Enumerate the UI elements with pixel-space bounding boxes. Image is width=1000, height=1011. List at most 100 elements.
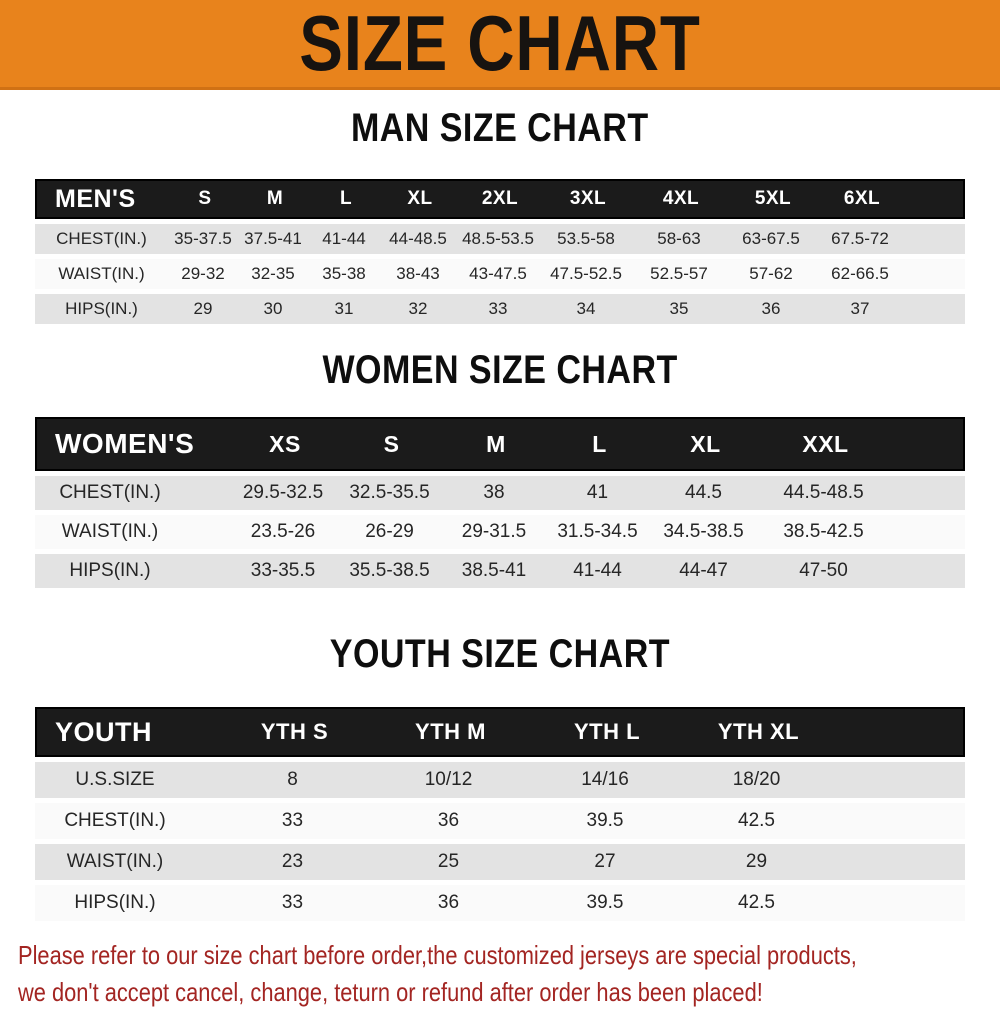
- womens-header-col: XS: [269, 430, 301, 457]
- cell: 29.5-32.5: [242, 482, 324, 503]
- youth-table-row: WAIST(IN.) 23 25 27 29: [35, 844, 965, 880]
- cell: 36: [437, 892, 460, 913]
- youth-size-table: YOUTH YTH S YTH M YTH L YTH XL U.S.SIZE 8 10/12…: [35, 707, 965, 921]
- womens-size-table: WOMEN'S XS S M L XL XXL CHEST(IN.) 29.5-32.5 32.5…: [35, 417, 965, 588]
- mens-header-col: XL: [407, 188, 433, 209]
- mens-header-col: M: [266, 188, 284, 209]
- cell: 38.5-42.5: [783, 521, 864, 542]
- cell: 31.5-34.5: [557, 521, 638, 542]
- cell: 36: [761, 299, 781, 318]
- mens-section-title-text: MAN SIZE CHART: [351, 105, 649, 150]
- youth-header-col: YTH L: [573, 719, 641, 744]
- cell: 42.5: [738, 892, 775, 913]
- cell: 8: [287, 769, 298, 790]
- cell: 36: [437, 810, 460, 831]
- womens-size-chart-section: WOMEN SIZE CHART WOMEN'S XS S M L XL XXL CHEST(I…: [0, 347, 1000, 588]
- cell: 27: [594, 851, 616, 872]
- cell: 57-62: [749, 264, 793, 283]
- youth-table-row: CHEST(IN.) 33 36 39.5 42.5: [35, 803, 965, 839]
- youth-section-title: YOUTH SIZE CHART: [0, 632, 1000, 679]
- row-label: HIPS(IN.): [65, 299, 138, 318]
- cell: 53.5-58: [557, 229, 615, 248]
- cell: 26-29: [365, 521, 414, 542]
- mens-header-col: 3XL: [569, 188, 607, 209]
- cell: 14/16: [581, 769, 629, 790]
- cell: 62-66.5: [831, 264, 889, 283]
- cell: 34: [576, 299, 596, 318]
- cell: 44.5-48.5: [783, 482, 864, 503]
- cell: 33: [488, 299, 508, 318]
- womens-section-title: WOMEN SIZE CHART: [0, 347, 1000, 395]
- cell: 23: [281, 851, 304, 872]
- cell: 18/20: [732, 769, 781, 790]
- mens-table-row: HIPS(IN.) 29 30 31 32 33 34 35 36 37: [35, 294, 965, 324]
- mens-table-row: WAIST(IN.) 29-32 32-35 35-38 38-43 43-47.5 47.…: [35, 259, 965, 289]
- cell: 35: [669, 299, 689, 318]
- row-label: CHEST(IN.): [56, 229, 147, 248]
- cell: 38: [483, 482, 505, 503]
- womens-header-label: WOMEN'S: [55, 428, 195, 459]
- cell: 67.5-72: [831, 229, 889, 248]
- womens-table-row: CHEST(IN.) 29.5-32.5 32.5-35.5 38 41 44.5 44.5…: [35, 476, 965, 510]
- size-charts-area: MAN SIZE CHART MEN'S S M L XL 2XL 3XL 4XL 5XL 6XL C…: [0, 105, 1000, 921]
- cell: 35-38: [322, 264, 366, 283]
- footer-note-line1: Please refer to our size chart before or…: [18, 940, 857, 970]
- cell: 29-32: [181, 264, 225, 283]
- cell: 47.5-52.5: [550, 264, 622, 283]
- cell: 34.5-38.5: [663, 521, 744, 542]
- cell: 35-37.5: [174, 229, 232, 248]
- cell: 31: [334, 299, 354, 318]
- womens-header-col: M: [486, 430, 506, 457]
- row-label: U.S.SIZE: [75, 769, 155, 790]
- cell: 38-43: [396, 264, 440, 283]
- mens-header-col: L: [339, 188, 353, 209]
- womens-table-row: WAIST(IN.) 23.5-26 26-29 29-31.5 31.5-34.5 34…: [35, 515, 965, 549]
- cell: 52.5-57: [650, 264, 708, 283]
- womens-section-title-text: WOMEN SIZE CHART: [322, 347, 678, 392]
- row-label: HIPS(IN.): [69, 560, 151, 581]
- mens-table-row: CHEST(IN.) 35-37.5 37.5-41 41-44 44-48.5 48.5…: [35, 224, 965, 254]
- cell: 32.5-35.5: [349, 482, 430, 503]
- mens-section-title: MAN SIZE CHART: [0, 105, 1000, 153]
- cell: 25: [437, 851, 460, 872]
- cell: 41-44: [573, 560, 622, 581]
- cell: 43-47.5: [469, 264, 527, 283]
- cell: 44-47: [679, 560, 728, 581]
- cell: 44-48.5: [389, 229, 447, 248]
- cell: 63-67.5: [742, 229, 800, 248]
- cell: 42.5: [738, 810, 775, 831]
- mens-header-col: 2XL: [481, 188, 519, 209]
- cell: 29: [193, 299, 213, 318]
- youth-header-col: YTH M: [415, 719, 486, 744]
- mens-header-col: 6XL: [843, 188, 881, 209]
- cell: 33: [281, 810, 304, 831]
- footer-note-line2: we don't accept cancel, change, teturn o…: [18, 977, 763, 1007]
- cell: 58-63: [657, 229, 701, 248]
- cell: 39.5: [586, 892, 624, 913]
- mens-size-chart-section: MAN SIZE CHART MEN'S S M L XL 2XL 3XL 4XL 5XL 6XL C…: [0, 105, 1000, 324]
- cell: 41-44: [322, 229, 366, 248]
- cell: 29: [745, 851, 768, 872]
- youth-header-col: YTH XL: [717, 719, 800, 744]
- row-label: WAIST(IN.): [66, 851, 164, 872]
- womens-table-row: HIPS(IN.) 33-35.5 35.5-38.5 38.5-41 41-44 44-…: [35, 554, 965, 588]
- cell: 29-31.5: [461, 521, 527, 542]
- cell: 35.5-38.5: [349, 560, 430, 581]
- row-label: WAIST(IN.): [61, 521, 159, 542]
- cell: 23.5-26: [250, 521, 316, 542]
- cell: 32-35: [251, 264, 295, 283]
- footer-note: Please refer to our size chart before or…: [18, 937, 857, 1011]
- womens-header-col: S: [383, 430, 400, 457]
- cell: 33-35.5: [250, 560, 316, 581]
- youth-size-chart-section: YOUTH SIZE CHART YOUTH YTH S YTH M YTH L YTH …: [0, 632, 1000, 921]
- womens-header-col: XXL: [802, 430, 849, 457]
- youth-table-row: U.S.SIZE 8 10/12 14/16 18/20: [35, 762, 965, 798]
- mens-header-col: 5XL: [754, 188, 792, 209]
- row-label: CHEST(IN.): [59, 482, 161, 503]
- cell: 48.5-53.5: [462, 229, 534, 248]
- size-chart-banner: SIZE CHART: [0, 0, 1000, 90]
- cell: 44.5: [685, 482, 722, 503]
- youth-table-row: HIPS(IN.) 33 36 39.5 42.5: [35, 885, 965, 921]
- cell: 32: [408, 299, 428, 318]
- womens-header-col: L: [592, 430, 607, 457]
